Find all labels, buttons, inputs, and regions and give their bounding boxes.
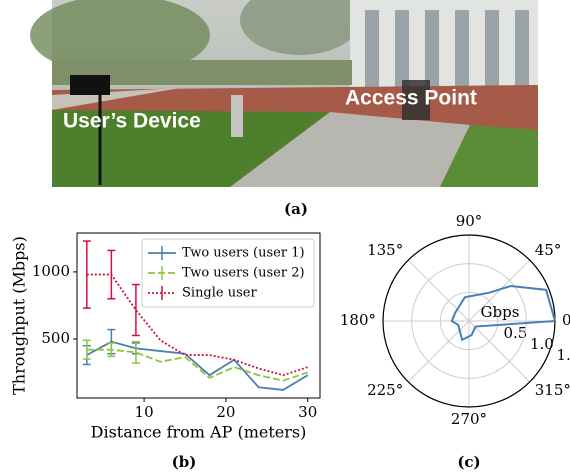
x-tick-label: 10 bbox=[135, 403, 154, 421]
legend-label: Two users (user 2) bbox=[182, 266, 305, 281]
radial-axis-label: Gbps bbox=[481, 303, 520, 321]
angle-tick-label: 225° bbox=[367, 381, 403, 399]
radial-tick-label: 1.5 bbox=[556, 346, 570, 364]
angle-tick-label: 0° bbox=[562, 311, 570, 329]
angle-tick-label: 135° bbox=[367, 241, 403, 259]
angle-tick-label: 315° bbox=[535, 381, 570, 399]
x-axis-label: Distance from AP (meters) bbox=[91, 423, 307, 442]
angle-tick-label: 180° bbox=[340, 311, 376, 329]
photo-label: Access Point bbox=[345, 87, 477, 110]
angle-tick-label: 90° bbox=[456, 212, 483, 230]
caption: (a) bbox=[284, 200, 308, 218]
legend-label: Single user bbox=[182, 286, 257, 301]
y-tick-label: 1000 bbox=[32, 262, 70, 280]
error-bar bbox=[132, 285, 140, 336]
angle-tick-label: 270° bbox=[451, 410, 487, 428]
caption: (b) bbox=[172, 453, 197, 471]
photo: User’s Device Access Point bbox=[30, 0, 538, 187]
angle-tick-label: 45° bbox=[535, 241, 562, 259]
y-axis-label: Throughput (Mbps) bbox=[10, 236, 29, 395]
figure: User’s Device Access Point (a) (b) (c) 5… bbox=[0, 0, 570, 473]
x-tick-label: 20 bbox=[216, 403, 235, 421]
photo-label: User’s Device bbox=[63, 110, 201, 133]
angle-grid-line bbox=[408, 260, 469, 321]
caption: (c) bbox=[457, 453, 480, 471]
y-tick-label: 500 bbox=[41, 329, 70, 347]
x-tick-label: 30 bbox=[298, 403, 317, 421]
error-bar bbox=[83, 241, 91, 308]
legend-label: Two users (user 1) bbox=[182, 246, 305, 261]
series-line bbox=[87, 342, 308, 390]
